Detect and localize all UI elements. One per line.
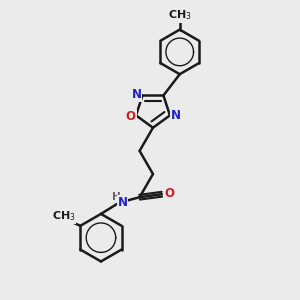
Text: N: N — [171, 109, 181, 122]
Text: O: O — [164, 187, 174, 200]
Text: H: H — [112, 192, 121, 203]
Text: CH$_3$: CH$_3$ — [52, 209, 75, 223]
Text: O: O — [126, 110, 136, 123]
Text: N: N — [131, 88, 142, 101]
Text: CH$_3$: CH$_3$ — [168, 8, 192, 22]
Text: N: N — [118, 196, 128, 209]
